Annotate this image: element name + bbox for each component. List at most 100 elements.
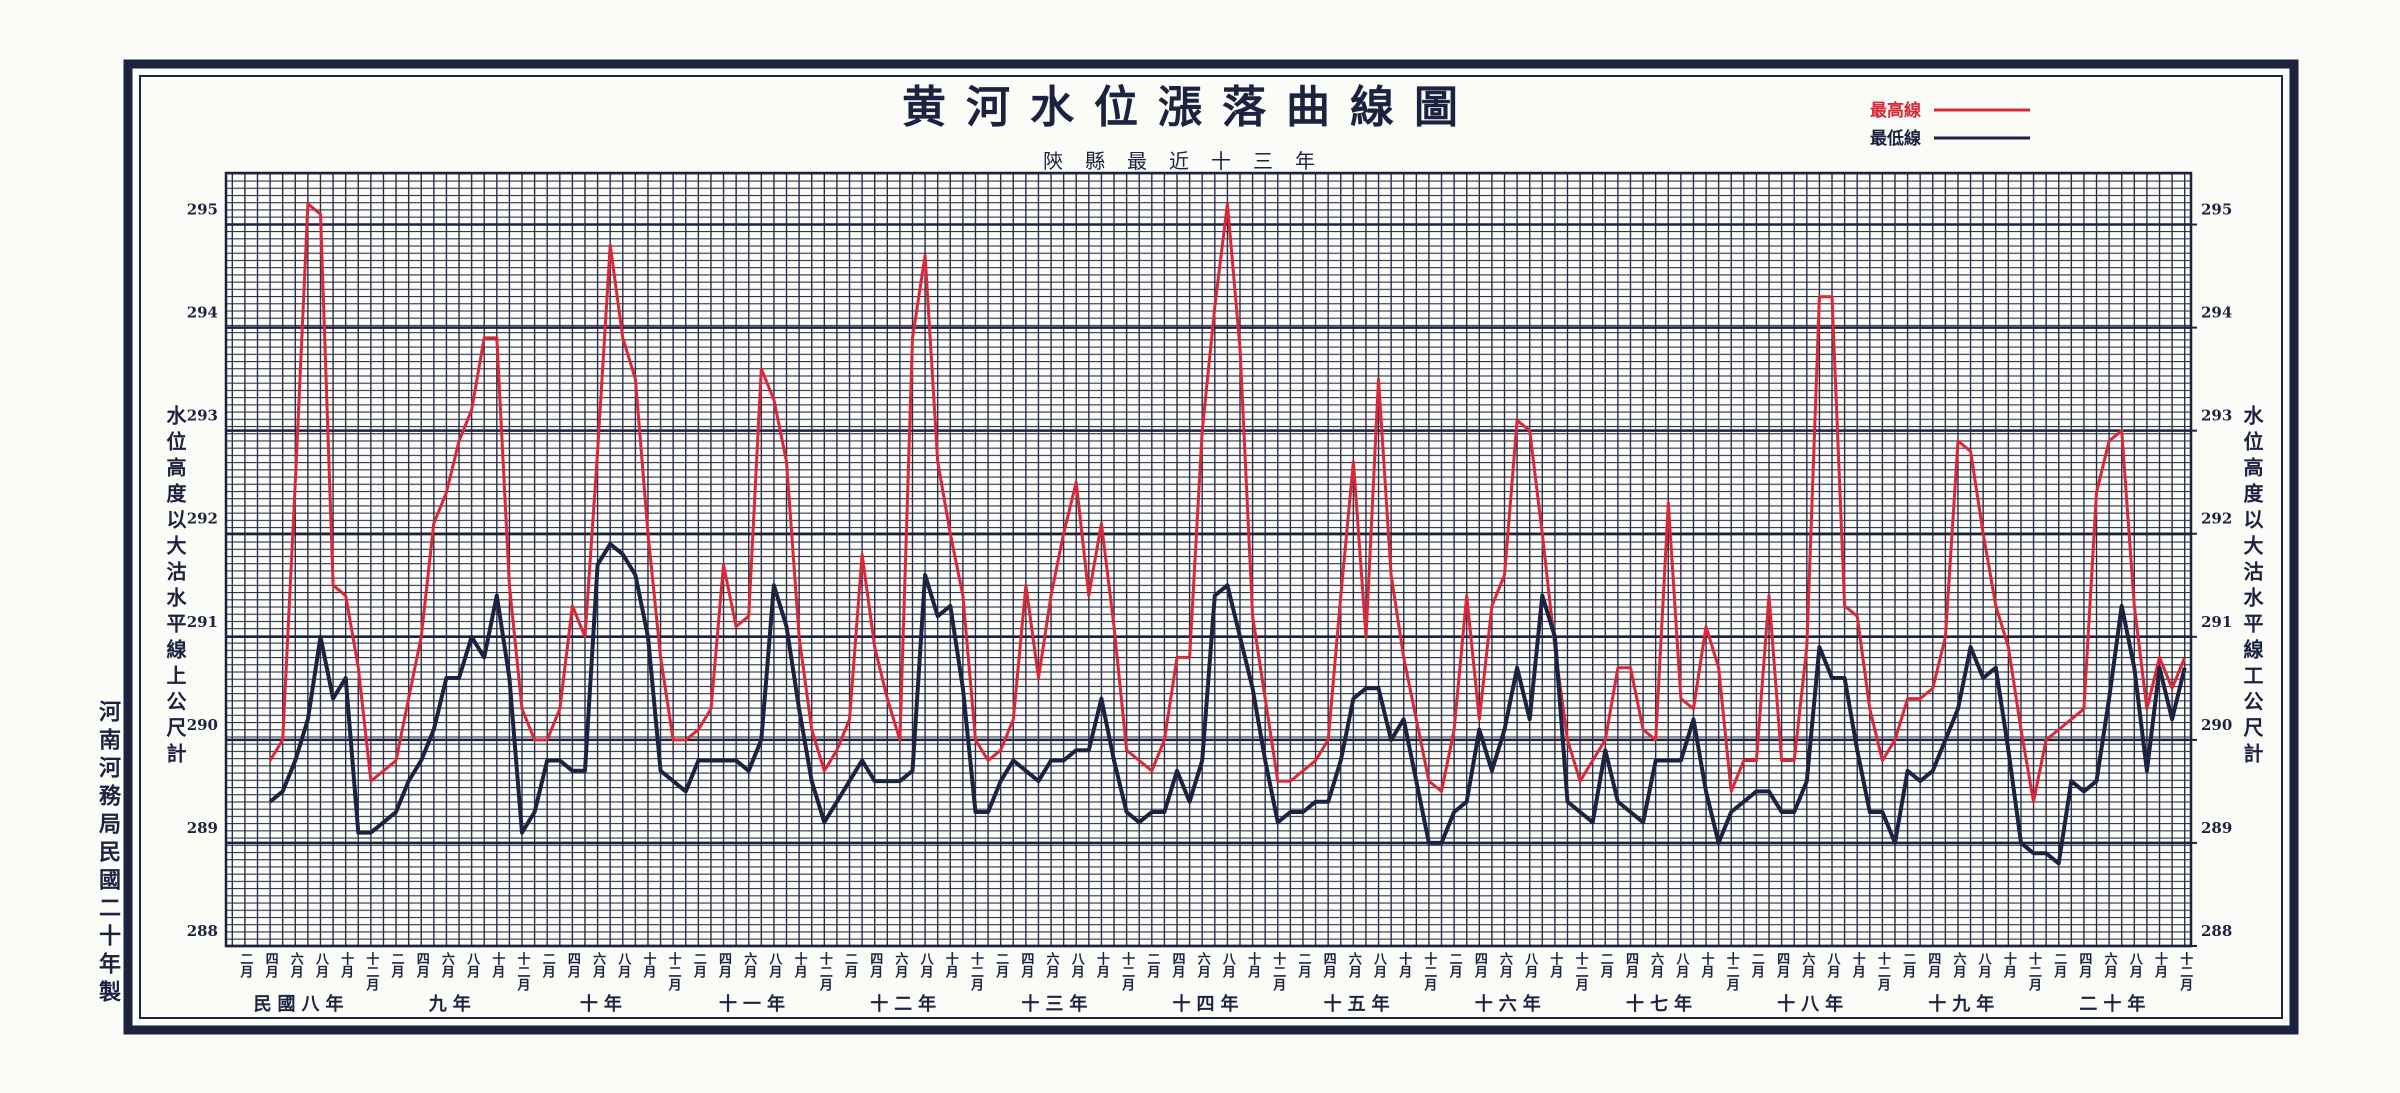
year-label: 十七年	[1626, 993, 1698, 1015]
x-tick-label: 二月	[691, 952, 708, 979]
x-tick-label: 十二月	[2177, 951, 2194, 992]
minor-grid	[226, 173, 2191, 946]
x-tick-label: 六月	[439, 951, 456, 979]
x-tick-label: 八月	[313, 952, 330, 979]
x-tick-label: 六月	[892, 951, 909, 979]
x-tick-label: 十月	[792, 951, 809, 979]
x-tick-label: 四月	[1321, 952, 1338, 979]
x-tick-label: 十月	[1245, 951, 1262, 979]
x-tick-label: 十二月	[363, 951, 380, 992]
legend-label: 最高線	[1870, 100, 1921, 121]
x-tick-label: 二月	[389, 952, 406, 979]
x-tick-label: 六月	[288, 951, 305, 979]
year-label: 九年	[428, 993, 477, 1015]
x-tick-label: 四月	[1774, 952, 1791, 979]
x-tick-label: 十二月	[1875, 951, 1892, 992]
x-tick-label: 十二月	[2026, 951, 2043, 992]
y-tick-label: 289	[187, 819, 218, 837]
x-tick-label: 十二月	[1421, 951, 1438, 992]
y-tick-label: 290	[187, 716, 218, 734]
x-tick-label: 十二月	[1573, 951, 1590, 992]
y2-tick-label: 288	[2201, 922, 2232, 940]
y2-tick-label: 291	[2201, 613, 2232, 631]
x-tick-label: 二月	[842, 952, 859, 979]
x-tick-label: 二月	[1295, 952, 1312, 979]
x-tick-label: 十月	[489, 951, 506, 979]
x-tick-label: 四月	[1925, 952, 1942, 979]
y-tick-label: 293	[187, 407, 218, 425]
x-tick-label: 八月	[464, 952, 481, 979]
outer-frame	[123, 59, 2299, 1035]
year-label: 十三年	[1021, 993, 1093, 1015]
x-tick-label: 四月	[565, 952, 582, 979]
y-axis-label: 水位高度以大沽水平線上公尺計	[163, 405, 187, 769]
y2-tick-label: 289	[2201, 819, 2232, 837]
year-label: 十六年	[1475, 993, 1547, 1015]
x-tick-label: 六月	[1648, 951, 1665, 979]
y2-tick-label: 294	[2201, 304, 2232, 322]
x-tick-label: 十二月	[515, 951, 532, 992]
y-tick-label: 291	[187, 613, 218, 631]
x-tick-label: 四月	[1623, 952, 1640, 979]
maker-note: 河南河務局民國二十年製	[95, 700, 122, 1008]
x-tick-label: 六月	[1799, 951, 1816, 979]
year-label: 十年	[580, 993, 628, 1015]
x-tick-label: 十月	[1850, 951, 1867, 979]
x-tick-label: 八月	[766, 952, 783, 979]
y2-axis-label: 水位高度以大沽水平線工公尺計	[2240, 405, 2264, 769]
x-tick-label: 十月	[1547, 951, 1564, 979]
series-line	[268, 202, 2187, 804]
x-tick-label: 十月	[640, 951, 657, 979]
x-tick-label: 十二月	[666, 951, 683, 992]
x-tick-label: 四月	[2076, 952, 2093, 979]
year-label: 二十年	[2079, 993, 2151, 1015]
series-line	[268, 542, 2187, 866]
x-tick-label: 八月	[1371, 952, 1388, 979]
x-tick-label: 十月	[1396, 951, 1413, 979]
x-tick-label: 八月	[2127, 952, 2144, 979]
y2-tick-label: 292	[2201, 510, 2232, 528]
x-tick-label: 八月	[1976, 952, 1993, 979]
x-tick-label: 二月	[993, 952, 1010, 979]
y2-tick-label: 290	[2201, 716, 2232, 734]
chart-title: 黄河水位漲落曲線圖	[902, 82, 1478, 133]
x-tick-label: 二月	[1749, 952, 1766, 979]
x-tick-label: 四月	[1170, 952, 1187, 979]
x-tick-label: 四月	[263, 952, 280, 979]
y-tick-label: 288	[187, 922, 218, 940]
x-tick-label: 四月	[716, 952, 733, 979]
year-label: 十一年	[719, 993, 791, 1015]
y2-tick-label: 293	[2201, 407, 2232, 425]
y-tick-label: 294	[187, 304, 218, 322]
y2-tick-label: 295	[2201, 201, 2232, 219]
x-tick-label: 六月	[1497, 951, 1514, 979]
year-label: 十四年	[1173, 993, 1245, 1015]
year-label: 十二年	[870, 993, 942, 1015]
year-label: 十九年	[1928, 993, 2000, 1015]
x-tick-label: 二月	[540, 952, 557, 979]
x-tick-label: 二月	[1144, 952, 1161, 979]
x-tick-label: 四月	[1472, 952, 1489, 979]
x-tick-label: 八月	[1069, 952, 1086, 979]
x-tick-label: 六月	[1044, 951, 1061, 979]
x-tick-label: 六月	[741, 951, 758, 979]
x-tick-label: 八月	[1825, 952, 1842, 979]
x-tick-label: 八月	[615, 952, 632, 979]
x-tick-label: 十月	[1699, 951, 1716, 979]
x-tick-label: 八月	[1522, 952, 1539, 979]
x-tick-label: 十月	[943, 951, 960, 979]
x-tick-label: 十月	[2001, 951, 2018, 979]
chart-subtitle: 陝縣最近十三年	[1043, 149, 1337, 173]
x-tick-label: 八月	[918, 952, 935, 979]
x-tick-label: 六月	[1950, 951, 1967, 979]
x-tick-label: 十二月	[817, 951, 834, 992]
x-tick-label: 十二月	[968, 951, 985, 992]
x-tick-label: 六月	[1346, 951, 1363, 979]
x-tick-label: 十二月	[1724, 951, 1741, 992]
x-tick-label: 十月	[338, 951, 355, 979]
y-tick-label: 292	[187, 510, 218, 528]
x-tick-label: 六月	[1195, 951, 1212, 979]
x-tick-label: 十月	[2152, 951, 2169, 979]
x-tick-label: 六月	[2102, 951, 2119, 979]
